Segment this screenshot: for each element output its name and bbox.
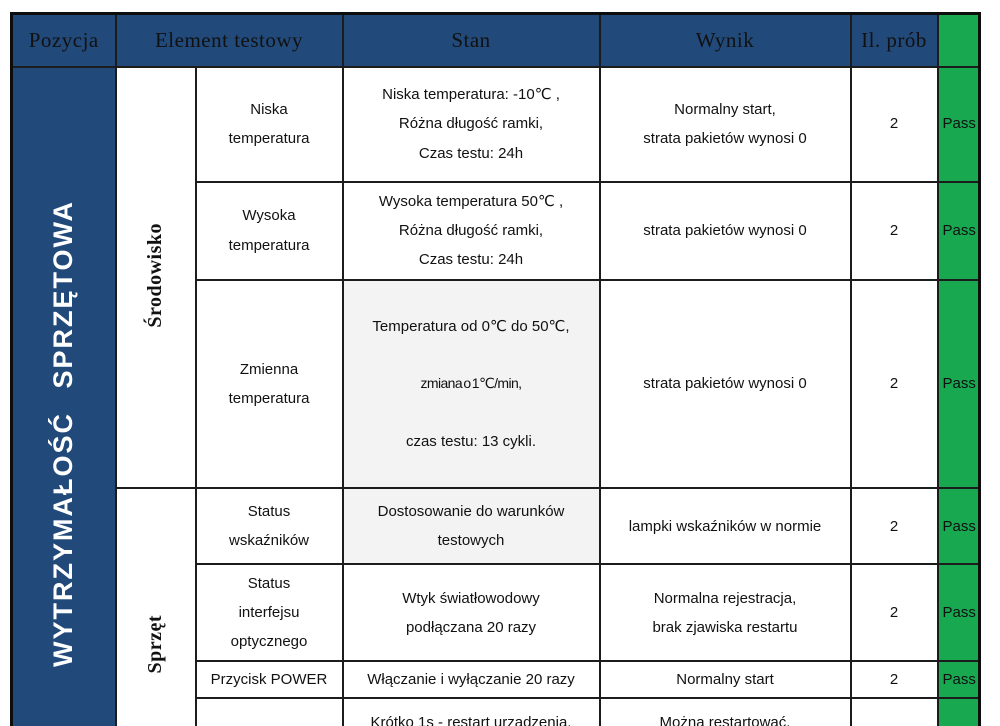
header-stan: Stan [341, 12, 601, 68]
trials-cell: 2 [849, 660, 939, 700]
stan-cell: Niska temperatura: -10℃ , Różna długość … [341, 65, 601, 183]
stan-line: czas testu: 13 cykli. [405, 432, 537, 450]
status-cell: Pass [936, 563, 981, 663]
status-cell: Pass [936, 487, 981, 566]
trials-cell: 2 [849, 487, 939, 566]
wynik-cell: Normalny start, strata pakietów wynosi 0 [598, 65, 852, 183]
stan-cell: Wysoka temperatura 50℃ , Różna długość r… [341, 180, 601, 281]
stan-cell: Dostosowanie do warunków testowych [341, 487, 601, 566]
status-cell: Pass [936, 697, 981, 726]
stan-cell: Włączanie i wyłączanie 20 razy [341, 660, 601, 700]
trials-cell: 2 [849, 563, 939, 663]
header-wynik: Wynik [598, 12, 852, 68]
group-label-srodowisko: Środowisko [144, 222, 166, 328]
stan-cell: Krótko 1s - restart urządzenia, Długo 10… [341, 697, 601, 726]
header-pozycja: Pozycja [10, 12, 117, 68]
trials-cell: 2 [849, 697, 939, 726]
hardware-durability-test-table: Pozycja Element testowy Stan Wynik Il. p… [10, 12, 981, 726]
trials-cell: 2 [849, 65, 939, 183]
header-il-prob: Il. prób [849, 12, 939, 68]
table-row-przycisk-power: Przycisk POWER Włączanie i wyłączanie 20… [12, 660, 981, 700]
category-cell: WYTRZYMAŁOŚĆ SPRZĘTOWA [10, 65, 117, 726]
trials-cell: 2 [849, 278, 939, 490]
wynik-cell: Normalna rejestracja, brak zjawiska rest… [598, 563, 852, 663]
stan-line: Temperatura od 0℃ do 50℃, [372, 317, 570, 335]
table-row-zmienna-temperatura: Zmienna temperatura Temperatura od 0℃ do… [12, 278, 981, 490]
table-header-row: Pozycja Element testowy Stan Wynik Il. p… [10, 12, 981, 68]
trials-cell: 2 [849, 180, 939, 281]
element-cell: Zmienna temperatura [194, 278, 344, 490]
status-cell: Pass [936, 180, 981, 281]
element-cell: Przycisk POWER [194, 660, 344, 700]
header-status [936, 12, 981, 68]
element-cell: Przycisk RESET [194, 697, 344, 726]
status-cell: Pass [936, 278, 981, 490]
table-row-status-interfejsu: Status interfejsu optycznego Wtyk światł… [12, 563, 981, 663]
group-cell-sprzet: Sprzęt [114, 487, 197, 726]
status-cell: Pass [936, 660, 981, 700]
table-row-status-wskaznikow: Sprzęt Status wskaźników Dostosowanie do… [12, 487, 981, 726]
wynik-cell: lampki wskaźników w normie [598, 487, 852, 566]
wynik-cell: strata pakietów wynosi 0 [598, 180, 852, 281]
element-cell: Status wskaźników [194, 487, 344, 566]
wynik-cell: strata pakietów wynosi 0 [598, 278, 852, 490]
element-cell: Niska temperatura [194, 65, 344, 183]
stan-cell: Temperatura od 0℃ do 50℃, zmiana o 1℃/mi… [341, 278, 601, 490]
header-element-testowy: Element testowy [114, 12, 344, 68]
stan-cell: Wtyk światłowodowy podłączana 20 razy [341, 563, 601, 663]
group-cell-srodowisko: Środowisko [114, 65, 197, 490]
wynik-cell: Normalny start [598, 660, 852, 700]
table-row-przycisk-reset: Przycisk RESET Krótko 1s - restart urząd… [12, 697, 981, 726]
status-cell: Pass [936, 65, 981, 183]
stan-line: zmiana o 1℃/min, [420, 375, 523, 392]
category-label: WYTRZYMAŁOŚĆ SPRZĘTOWA [48, 200, 79, 668]
element-cell: Status interfejsu optycznego [194, 563, 344, 663]
table-row-wysoka-temperatura: Wysoka temperatura Wysoka temperatura 50… [12, 180, 981, 281]
wynik-cell: Można restartować, można przywrócić usta… [598, 697, 852, 726]
table-row-niska-temperatura: WYTRZYMAŁOŚĆ SPRZĘTOWA Środowisko Niska … [10, 65, 981, 726]
element-cell: Wysoka temperatura [194, 180, 344, 281]
group-label-sprzet: Sprzęt [144, 615, 166, 674]
